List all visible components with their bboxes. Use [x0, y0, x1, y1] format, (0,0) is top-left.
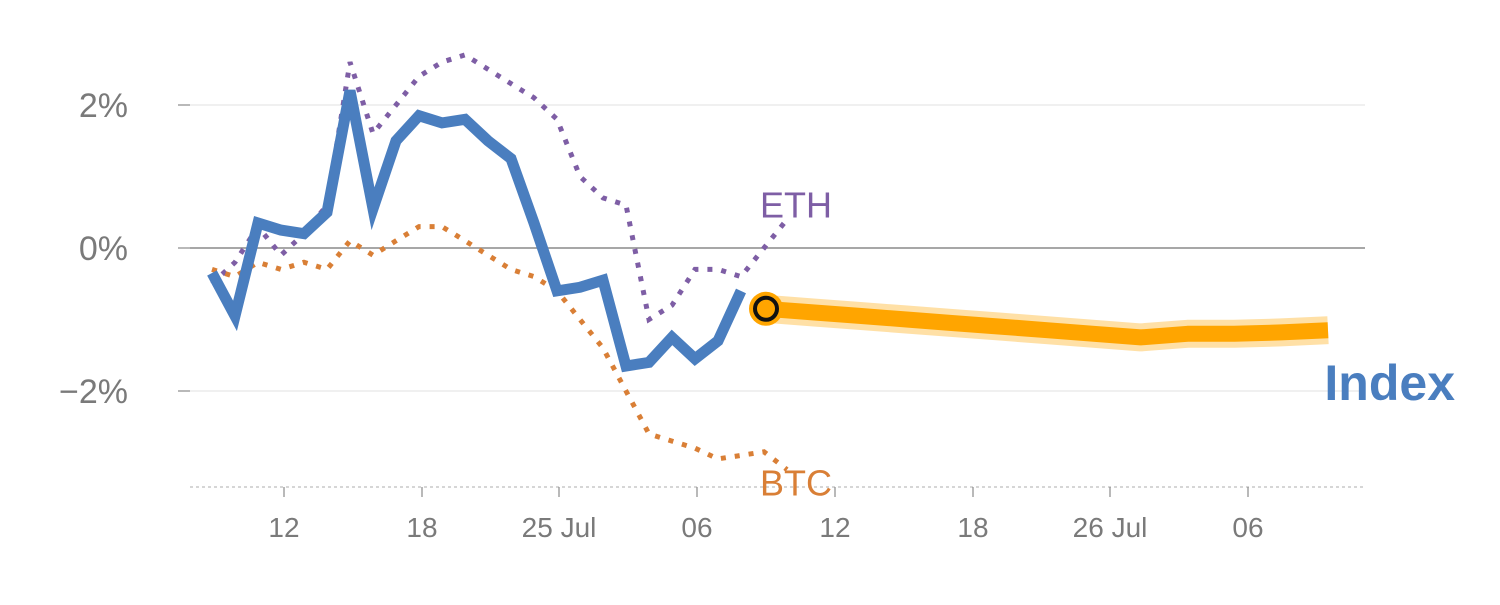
x-tick-label: 06 [1232, 512, 1263, 543]
series-layer [207, 52, 1329, 472]
x-tick-label: 12 [819, 512, 850, 543]
series-eth-line [210, 52, 789, 324]
series-label-eth: ETH [760, 184, 832, 225]
x-tick-label: 18 [406, 512, 437, 543]
axis-layer: 2% 0% −2% 12 18 25 Jul 06 12 18 26 Jul 06 [59, 87, 1365, 543]
label-layer: ETH BTC Index [760, 184, 1455, 503]
x-tick-label: 06 [681, 512, 712, 543]
y-tick-label: 0% [79, 230, 128, 268]
series-index-line [207, 89, 746, 373]
x-tick-label: 25 Jul [522, 512, 597, 543]
y-tick-label: −2% [59, 373, 128, 411]
forecast-band-line [765, 300, 1329, 346]
series-label-btc: BTC [760, 463, 832, 504]
y-tick-label: 2% [79, 87, 128, 125]
x-tick-label: 12 [268, 512, 299, 543]
x-tick-label: 26 Jul [1073, 512, 1148, 543]
x-tick-label: 18 [957, 512, 988, 543]
series-label-index: Index [1324, 355, 1455, 411]
forecast-marker-ring [753, 295, 779, 322]
grid-layer [190, 104, 1365, 392]
